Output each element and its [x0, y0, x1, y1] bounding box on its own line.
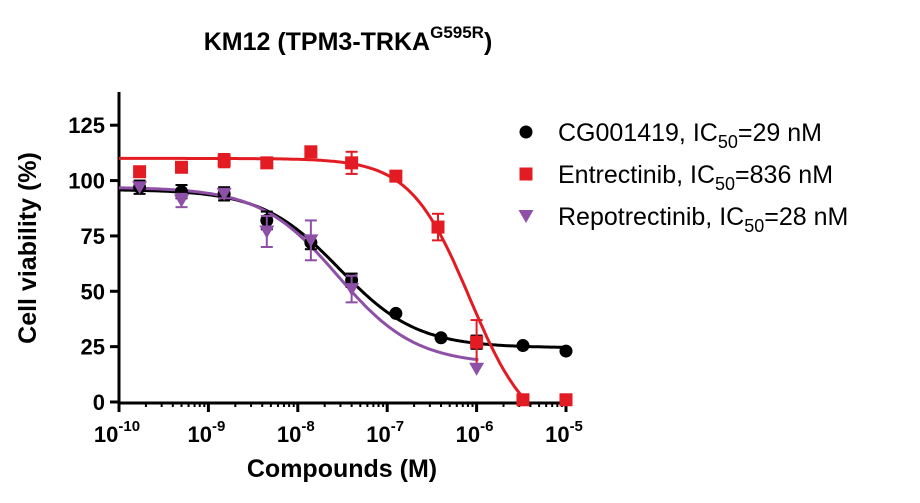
chart-title: KM12 (TPM3-TRKAG595R)	[204, 23, 493, 56]
data-point-repotrectinib	[344, 283, 360, 297]
legend-marker-cg001419	[519, 125, 533, 139]
legend-label-cg001419: CG001419, IC50=29 nM	[558, 119, 822, 152]
data-point-entrectinib	[133, 165, 147, 179]
data-point-repotrectinib	[469, 362, 485, 376]
legend-suffix: =28 nM	[764, 203, 848, 231]
data-point-entrectinib	[559, 393, 573, 407]
y-tick-label: 75	[81, 224, 105, 249]
x-tick-exponent: -8	[301, 418, 314, 435]
legend-label-repotrectinib: Repotrectinib, IC50=28 nM	[558, 203, 848, 236]
data-point-entrectinib	[304, 145, 318, 159]
legend-label-entrectinib: Entrectinib, IC50=836 nM	[558, 161, 833, 194]
data-point-repotrectinib	[259, 225, 275, 239]
data-point-repotrectinib	[216, 187, 232, 201]
data-point-entrectinib	[470, 335, 484, 349]
data-point-repotrectinib	[303, 234, 319, 248]
legend-suffix: =836 nM	[735, 161, 833, 189]
legend-prefix: Repotrectinib, IC	[558, 203, 744, 231]
legend-marker-repotrectinib	[518, 210, 534, 223]
legend-subscript: 50	[744, 216, 764, 236]
legend-subscript: 50	[718, 132, 738, 152]
x-tick-base: 10	[187, 422, 211, 447]
x-tick-label: 10-7	[366, 418, 404, 447]
data-point-cg001419	[559, 344, 573, 358]
fit-curve-repotrectinib	[118, 186, 479, 362]
chart-title-main: KM12 (TPM3-TRKA	[204, 28, 430, 56]
y-tick-label: 100	[68, 169, 105, 194]
chart-title-close: )	[484, 28, 492, 56]
data-points	[132, 145, 573, 407]
x-tick-label: 10-5	[545, 418, 583, 447]
legend-prefix: CG001419, IC	[558, 119, 718, 147]
x-tick-exponent: -6	[480, 418, 493, 435]
legend-subscript: 50	[715, 174, 735, 194]
data-point-cg001419	[516, 339, 530, 353]
x-tick-exponent: -9	[212, 418, 225, 435]
y-ticks: 0 25 50 75 100 125	[68, 113, 119, 415]
data-point-repotrectinib	[173, 194, 189, 208]
x-tick-base: 10	[277, 422, 301, 447]
data-point-cg001419	[389, 306, 403, 320]
data-point-entrectinib	[516, 393, 530, 407]
data-point-entrectinib	[260, 156, 274, 170]
legend-prefix: Entrectinib, IC	[558, 161, 715, 189]
x-tick-exponent: -7	[391, 418, 404, 435]
x-tick-label: 10-6	[456, 418, 494, 447]
x-axis-label: Compounds (M)	[247, 455, 437, 483]
chart-title-superscript: G595R	[430, 23, 484, 42]
data-point-cg001419	[434, 331, 448, 345]
y-axis-label: Cell viability (%)	[14, 152, 42, 344]
data-point-entrectinib	[431, 220, 445, 234]
x-tick-label: 10-10	[94, 418, 140, 447]
x-tick-base: 10	[456, 422, 480, 447]
data-point-repotrectinib	[132, 181, 148, 195]
fit-curve-cg001419	[119, 188, 565, 349]
data-point-entrectinib	[345, 156, 359, 170]
x-tick-exponent: -5	[570, 418, 583, 435]
y-tick-label: 0	[93, 390, 105, 415]
x-tick-base: 10	[94, 422, 118, 447]
data-point-entrectinib	[174, 160, 188, 174]
x-tick-label: 10-9	[187, 418, 225, 447]
x-tick-base: 10	[366, 422, 390, 447]
y-tick-label: 25	[81, 335, 105, 360]
x-ticks: 10-10 10-9 10-8 10-7 10-6 10-5	[94, 402, 583, 447]
y-tick-label: 125	[68, 113, 105, 138]
data-point-entrectinib	[389, 169, 403, 183]
x-tick-exponent: -10	[118, 418, 140, 435]
axes	[117, 92, 566, 405]
x-tick-base: 10	[545, 422, 569, 447]
x-tick-label: 10-8	[277, 418, 315, 447]
legend-suffix: =29 nM	[738, 119, 822, 147]
y-tick-label: 50	[81, 279, 105, 304]
data-point-entrectinib	[217, 154, 231, 168]
legend-marker-entrectinib	[519, 167, 533, 181]
fit-curve-entrectinib	[119, 156, 528, 403]
